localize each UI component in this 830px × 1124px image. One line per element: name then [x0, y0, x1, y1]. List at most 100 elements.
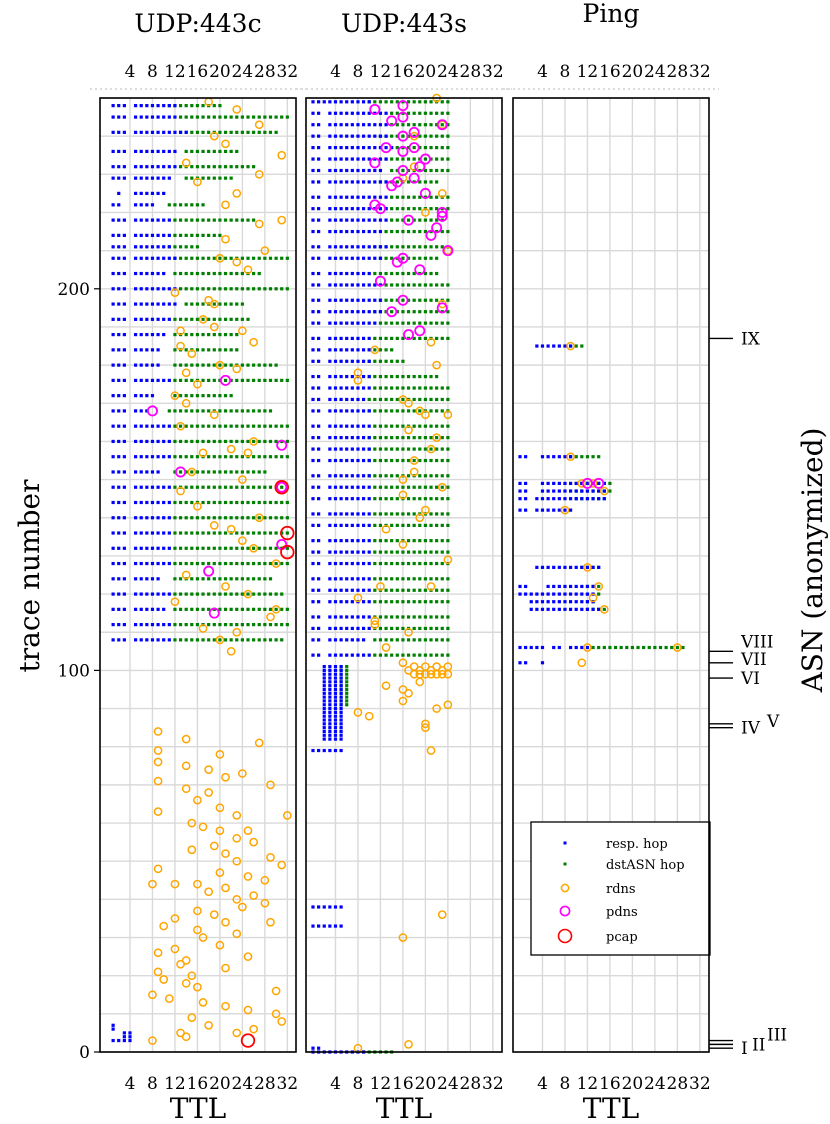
rdns-marker [415, 513, 425, 523]
resp-hop-marker [345, 146, 349, 150]
dstasn-hop-marker [406, 146, 411, 150]
rdns-marker [443, 246, 453, 255]
dstasn-hop-marker [263, 500, 267, 505]
dstasn-hop-marker [229, 130, 233, 134]
dstasn-hop-marker [423, 550, 427, 554]
dstasn-hop-marker [195, 302, 200, 306]
dstasn-hop-marker [195, 592, 200, 596]
dstasn-hop-marker [429, 245, 433, 249]
dstasn-hop-marker [207, 455, 211, 459]
dstasn-hop-marker [373, 436, 377, 440]
resp-hop-marker [145, 104, 149, 108]
dstasn-hop-marker [173, 378, 177, 382]
dstasn-hop-marker [435, 523, 439, 527]
resp-hop-marker [167, 245, 171, 249]
dstasn-hop-marker [207, 271, 211, 276]
dstasn-hop-marker [412, 523, 416, 527]
dstasn-hop-marker [418, 229, 422, 234]
dstasn-hop-marker [229, 287, 233, 291]
dstasn-hop-marker [423, 321, 427, 325]
resp-hop-marker [568, 592, 573, 596]
resp-hop-marker [345, 271, 349, 276]
resp-hop-marker [328, 424, 332, 428]
dstasn-hop-marker [190, 302, 194, 306]
resp-hop-marker [367, 134, 371, 138]
resp-hop-marker [367, 497, 371, 501]
dstasn-hop-marker [390, 474, 394, 478]
dstasn-hop-marker [223, 439, 228, 444]
dstasn-hop-marker [401, 577, 405, 581]
resp-hop-marker [328, 684, 332, 688]
resp-hop-marker [339, 374, 343, 379]
rdns-marker [170, 288, 180, 297]
rdns-marker [583, 563, 592, 572]
resp-hop-marker [540, 592, 545, 596]
rdns-marker [432, 704, 441, 713]
resp-hop-marker [150, 233, 155, 237]
resp-hop-marker [345, 512, 349, 516]
resp-hop-marker [580, 592, 584, 596]
resp-hop-marker [317, 512, 321, 516]
resp-hop-marker [384, 123, 388, 127]
dstasn-hop-marker [263, 485, 267, 489]
resp-hop-marker [150, 378, 155, 382]
resp-hop-marker [361, 271, 366, 276]
rdns-marker [187, 971, 197, 981]
resp-hop-marker [117, 176, 121, 180]
rdns-marker [153, 757, 163, 767]
dstasn-hop-marker [406, 271, 411, 276]
dstasn-hop-marker [195, 245, 200, 249]
dstasn-hop-marker [235, 424, 239, 428]
resp-hop-marker [345, 245, 349, 249]
resp-hop-marker [139, 638, 143, 642]
dstasn-hop-marker [429, 577, 433, 581]
frames-layer: 4488121216162020242428283232448812121616… [58, 62, 788, 1094]
x-tick-label-bottom: 20 [415, 1074, 437, 1094]
dstasn-hop-marker [257, 470, 261, 474]
dstasn-hop-marker [384, 374, 388, 379]
dstasn-hop-marker [201, 332, 205, 337]
resp-hop-marker [597, 565, 601, 569]
asn-label: IV [741, 719, 761, 739]
dstasn-hop-marker [440, 100, 444, 104]
resp-hop-marker [139, 592, 143, 596]
dstasn-hop-marker [401, 336, 405, 341]
resp-hop-marker [333, 722, 338, 726]
resp-hop-marker [535, 607, 539, 611]
rdns-marker [187, 818, 197, 828]
resp-hop-marker [111, 516, 115, 520]
dstasn-hop-marker [585, 455, 590, 459]
resp-hop-marker [145, 165, 149, 169]
resp-hop-marker [378, 157, 383, 161]
resp-hop-marker [557, 497, 561, 501]
resp-hop-marker [339, 256, 343, 260]
dstasn-hop-marker [378, 485, 383, 489]
dstasn-hop-marker [418, 458, 422, 463]
dstasn-hop-marker [285, 531, 289, 535]
resp-hop-marker [317, 748, 321, 753]
dstasn-hop-marker [401, 588, 405, 592]
resp-hop-marker [339, 664, 343, 669]
rdns-marker [159, 975, 169, 984]
resp-hop-marker [356, 523, 360, 527]
x-tick-label-top: 16 [187, 62, 209, 82]
resp-hop-marker [333, 374, 338, 379]
resp-hop-marker [317, 336, 321, 341]
dstasn-hop-marker [201, 485, 205, 489]
resp-hop-marker [333, 600, 338, 604]
dstasn-hop-marker [252, 130, 256, 134]
rdns-marker [181, 1032, 191, 1042]
x-tick-label-top: 20 [415, 62, 437, 82]
dstasn-hop-marker [218, 439, 222, 444]
dstasn-hop-marker [378, 539, 383, 543]
rdns-marker [260, 898, 270, 908]
dstasn-hop-marker [246, 607, 250, 611]
dstasn-hop-marker [201, 271, 205, 276]
rdns-marker [376, 582, 385, 591]
dstasn-hop-marker [240, 638, 244, 642]
resp-hop-marker [585, 607, 590, 611]
resp-hop-marker [345, 298, 349, 302]
dstasn-hop-marker [178, 394, 183, 398]
rdns-marker [164, 994, 174, 1003]
resp-hop-marker [156, 546, 160, 550]
